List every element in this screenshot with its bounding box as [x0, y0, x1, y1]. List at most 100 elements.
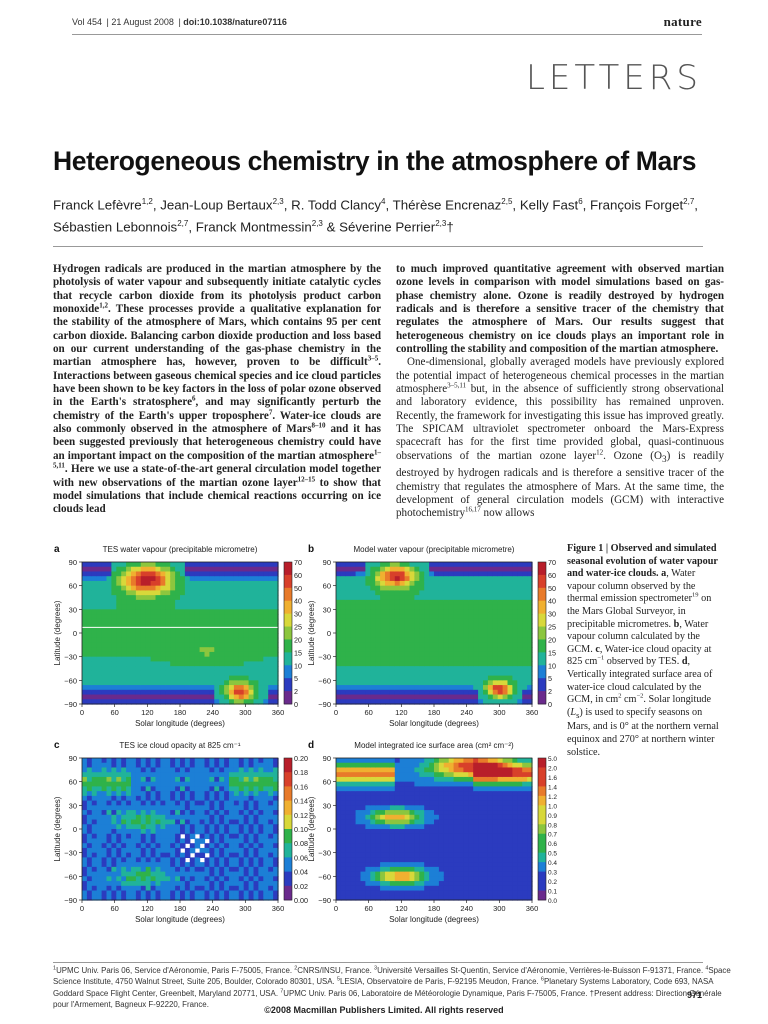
- field-cell: [399, 628, 406, 634]
- field-cell: [243, 623, 250, 629]
- field-cell: [497, 810, 504, 816]
- field-cell: [135, 895, 142, 901]
- field-cell: [194, 694, 201, 700]
- field-cell: [82, 762, 88, 769]
- field-cell: [365, 810, 371, 816]
- field-cell: [273, 661, 279, 667]
- field-cell: [463, 833, 469, 840]
- field-cell: [434, 595, 440, 601]
- field-cell: [229, 699, 235, 705]
- field-cell: [527, 585, 533, 591]
- field-cell: [453, 895, 460, 901]
- field-cell: [414, 614, 420, 620]
- field-cell: [106, 833, 112, 840]
- field-cell: [522, 876, 528, 882]
- field-cell: [233, 675, 240, 681]
- field-cell: [394, 633, 401, 639]
- field-cell: [468, 604, 474, 610]
- field-cell: [512, 633, 518, 639]
- field-cell: [385, 590, 391, 596]
- field-cell: [517, 819, 523, 825]
- field-cell: [82, 833, 88, 840]
- field-cell: [375, 829, 381, 835]
- field-cell: [438, 781, 445, 787]
- field-cell: [160, 800, 166, 806]
- field-cell: [527, 694, 533, 700]
- field-cell: [233, 685, 240, 691]
- field-cell: [429, 781, 435, 787]
- field-cell: [101, 562, 108, 568]
- field-cell: [165, 562, 171, 568]
- doi-link[interactable]: doi:10.1038/nature07116: [183, 17, 287, 27]
- field-cell: [336, 623, 342, 629]
- field-cell: [263, 666, 269, 672]
- field-cell: [336, 795, 342, 802]
- field-cell: [434, 800, 440, 806]
- field-cell: [140, 833, 147, 840]
- field-cell: [106, 642, 112, 648]
- field-cell: [512, 843, 518, 849]
- field-cell: [253, 833, 259, 840]
- field-cell: [204, 580, 210, 587]
- field-cell: [204, 614, 210, 620]
- field-cell: [409, 843, 415, 849]
- field-cell: [443, 656, 450, 662]
- field-cell: [434, 656, 440, 662]
- field-cell: [111, 651, 117, 658]
- field-cell: [419, 656, 425, 662]
- field-cell: [253, 800, 259, 806]
- field-cell: [121, 762, 127, 769]
- field-cell: [370, 890, 376, 896]
- field-cell: [86, 599, 93, 606]
- field-cell: [370, 628, 376, 634]
- field-cell: [229, 810, 235, 816]
- field-cell: [355, 772, 362, 778]
- field-cell: [111, 762, 117, 769]
- field-cell: [399, 618, 406, 625]
- field-cell: [140, 680, 147, 686]
- field-cell: [492, 642, 499, 648]
- field-cell: [184, 767, 191, 773]
- field-cell: [404, 609, 411, 615]
- field-cell: [419, 637, 425, 644]
- field-cell: [243, 810, 250, 816]
- field-cell: [82, 885, 88, 892]
- field-cell: [385, 824, 391, 830]
- colorbar-segment: [284, 691, 292, 705]
- field-cell: [429, 580, 435, 587]
- field-cell: [204, 685, 210, 691]
- field-cell: [101, 776, 108, 783]
- field-cell: [199, 881, 206, 887]
- field-cell: [380, 647, 386, 653]
- field-cell: [91, 680, 98, 686]
- field-cell: [380, 651, 386, 658]
- field-cell: [91, 758, 98, 764]
- field-cell: [507, 847, 513, 854]
- field-cell: [458, 800, 464, 806]
- field-cell: [199, 580, 206, 587]
- field-cell: [165, 776, 171, 783]
- field-cell: [394, 881, 401, 887]
- field-cell: [135, 772, 142, 778]
- field-cell: [522, 661, 528, 667]
- field-cell: [121, 810, 127, 816]
- field-cell: [463, 881, 469, 887]
- field-cell: [370, 618, 376, 625]
- colorbar-segment: [284, 639, 292, 653]
- field-cell: [414, 847, 420, 854]
- field-cell: [522, 694, 528, 700]
- field-cell: [170, 680, 176, 686]
- field-cell: [502, 609, 509, 615]
- field-cell: [473, 576, 479, 582]
- field-cell: [243, 633, 250, 639]
- field-cell: [404, 694, 411, 700]
- field-cell: [463, 838, 469, 844]
- field-cell: [473, 614, 479, 620]
- field-cell: [268, 675, 274, 681]
- field-cell: [209, 814, 215, 821]
- field-cell: [429, 829, 435, 835]
- field-cell: [478, 647, 484, 653]
- field-cell: [204, 890, 210, 896]
- field-cell: [214, 857, 220, 863]
- field-cell: [126, 762, 132, 769]
